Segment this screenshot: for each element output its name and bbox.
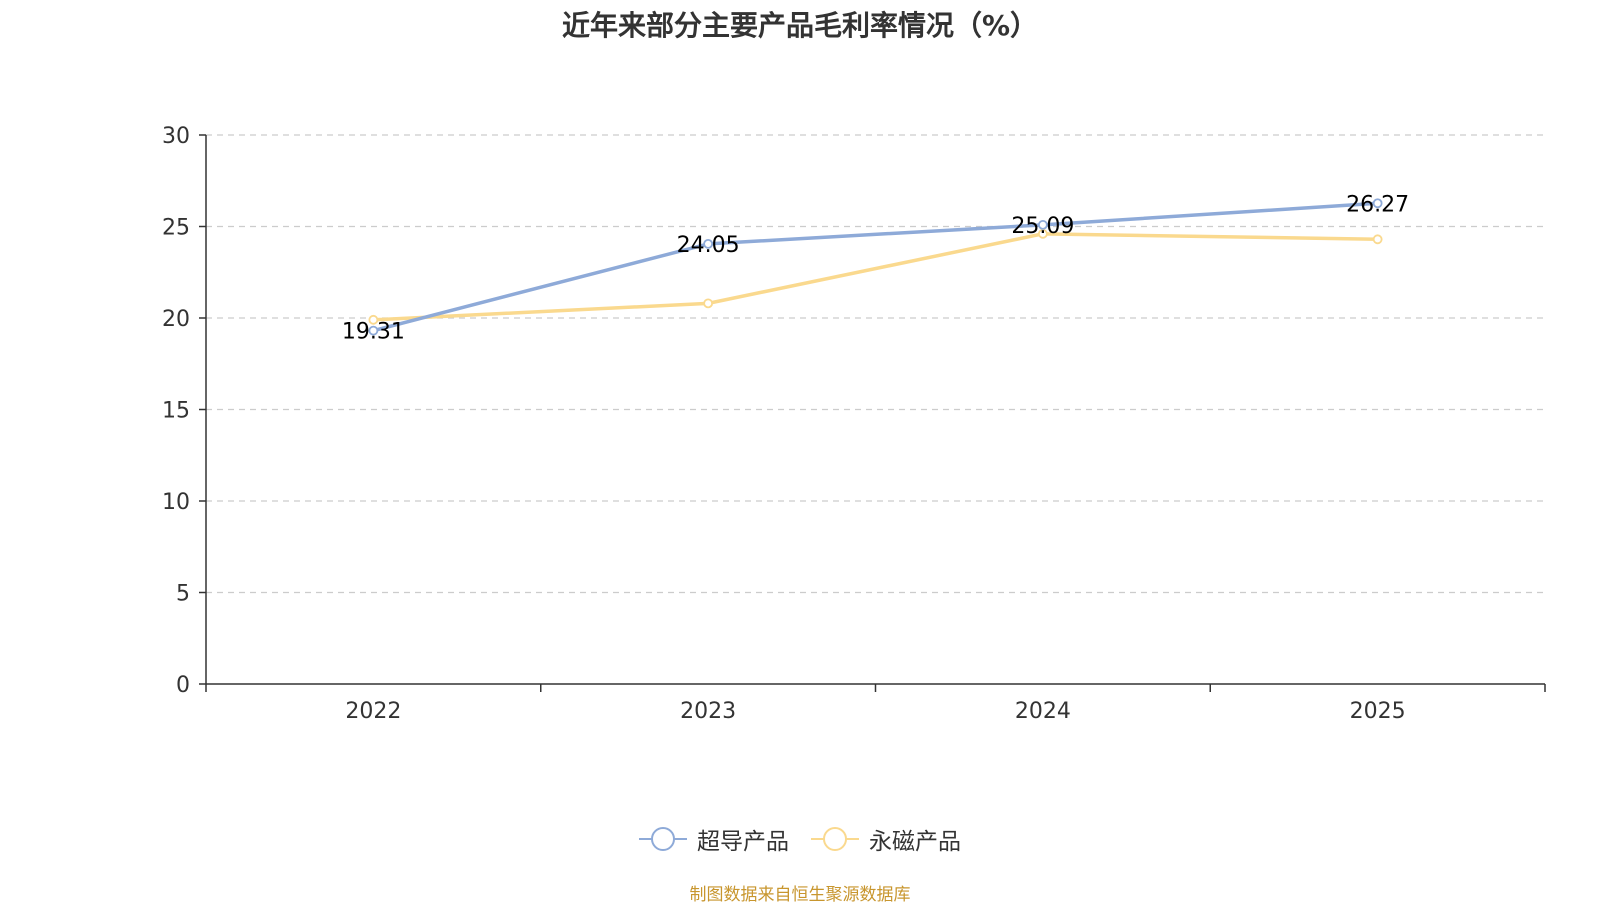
legend-label-superconductor: 超导产品 [697, 829, 789, 855]
y-tick-label: 0 [176, 673, 190, 698]
data-label-2023: 24.05 [677, 233, 740, 258]
data-point-s1-2022 [368, 314, 379, 325]
legend-item-superconductor[interactable]: 超导产品 [639, 822, 789, 856]
x-tick-label-2023: 2023 [680, 699, 736, 724]
legend: 超导产品 永磁产品 [0, 822, 1600, 856]
data-point-s0-2025 [1372, 198, 1383, 209]
data-label-2022: 19.31 [342, 320, 405, 345]
legend-swatch-superconductor-icon [639, 827, 687, 851]
y-tick-label: 10 [162, 490, 190, 515]
y-tick-label: 20 [162, 307, 190, 332]
y-tick-label: 30 [162, 124, 190, 149]
y-tick-label: 25 [162, 216, 190, 241]
y-tick-label: 15 [162, 399, 190, 424]
data-point-s1-2023 [703, 298, 714, 309]
data-label-2024: 25.09 [1011, 214, 1074, 239]
legend-swatch-permanent-magnet-icon [811, 827, 859, 851]
chart-title: 近年来部分主要产品毛利率情况（%） [561, 9, 1039, 42]
data-point-s1-2024 [1037, 228, 1048, 239]
x-tick-label-2025: 2025 [1350, 699, 1406, 724]
series-line-1 [373, 232, 1378, 322]
legend-item-permanent-magnet[interactable]: 永磁产品 [811, 822, 961, 856]
data-label-2025: 26.27 [1346, 192, 1409, 217]
data-point-s1-2025 [1372, 234, 1383, 245]
x-tick-label-2024: 2024 [1015, 699, 1071, 724]
data-point-s0-2024 [1037, 219, 1048, 230]
series-line-0 [372, 201, 1378, 333]
x-tick-label-2022: 2022 [345, 699, 401, 724]
data-point-s0-2022 [368, 325, 379, 336]
data-point-s0-2023 [703, 238, 714, 249]
source-note: 制图数据来自恒生聚源数据库 [689, 885, 911, 905]
legend-label-permanent-magnet: 永磁产品 [869, 829, 961, 855]
y-tick-label: 5 [176, 582, 190, 607]
